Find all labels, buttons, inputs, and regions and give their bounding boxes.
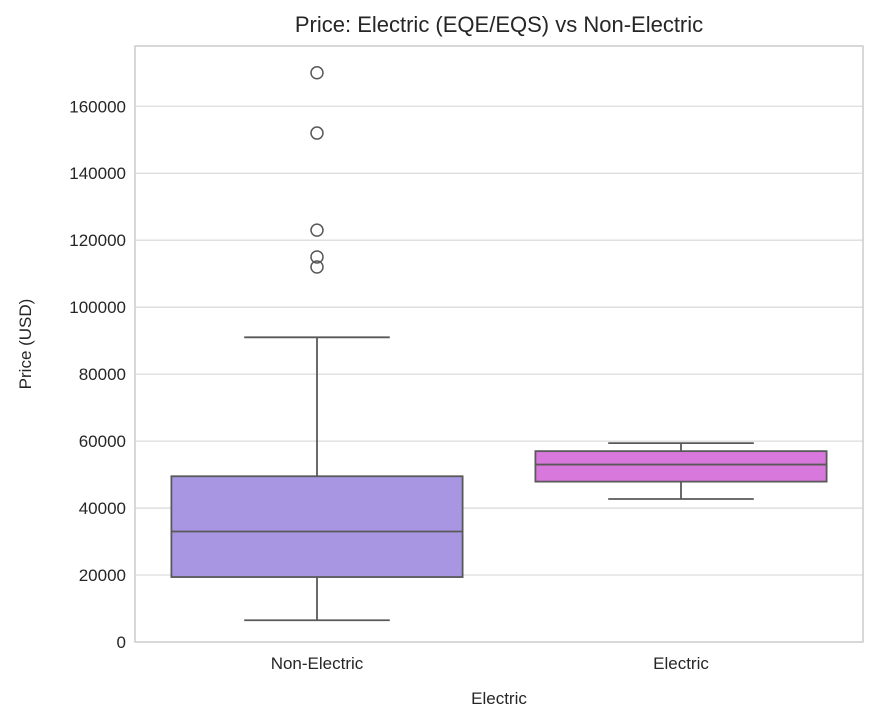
y-tick-label: 140000: [69, 164, 126, 183]
outlier-point: [310, 126, 324, 140]
box: [170, 475, 464, 578]
y-tick-label: 100000: [69, 298, 126, 317]
y-tick-label: 160000: [69, 97, 126, 116]
outlier-point: [310, 223, 324, 237]
axes-frame: [134, 45, 864, 643]
box: [534, 450, 828, 483]
x-tick-label: Non-Electric: [271, 654, 364, 673]
y-tick-label: 20000: [79, 566, 126, 585]
y-tick-label: 80000: [79, 365, 126, 384]
x-axis-label: Electric: [471, 689, 527, 708]
outlier-point: [310, 250, 324, 264]
x-tick-label: Electric: [653, 654, 709, 673]
y-tick-label: 0: [117, 633, 126, 652]
y-tick-label: 40000: [79, 499, 126, 518]
outlier-point: [310, 66, 324, 80]
chart-title: Price: Electric (EQE/EQS) vs Non-Electri…: [294, 12, 704, 37]
outlier-point: [310, 260, 324, 274]
y-tick-label: 60000: [79, 432, 126, 451]
y-tick-label: 120000: [69, 231, 126, 250]
